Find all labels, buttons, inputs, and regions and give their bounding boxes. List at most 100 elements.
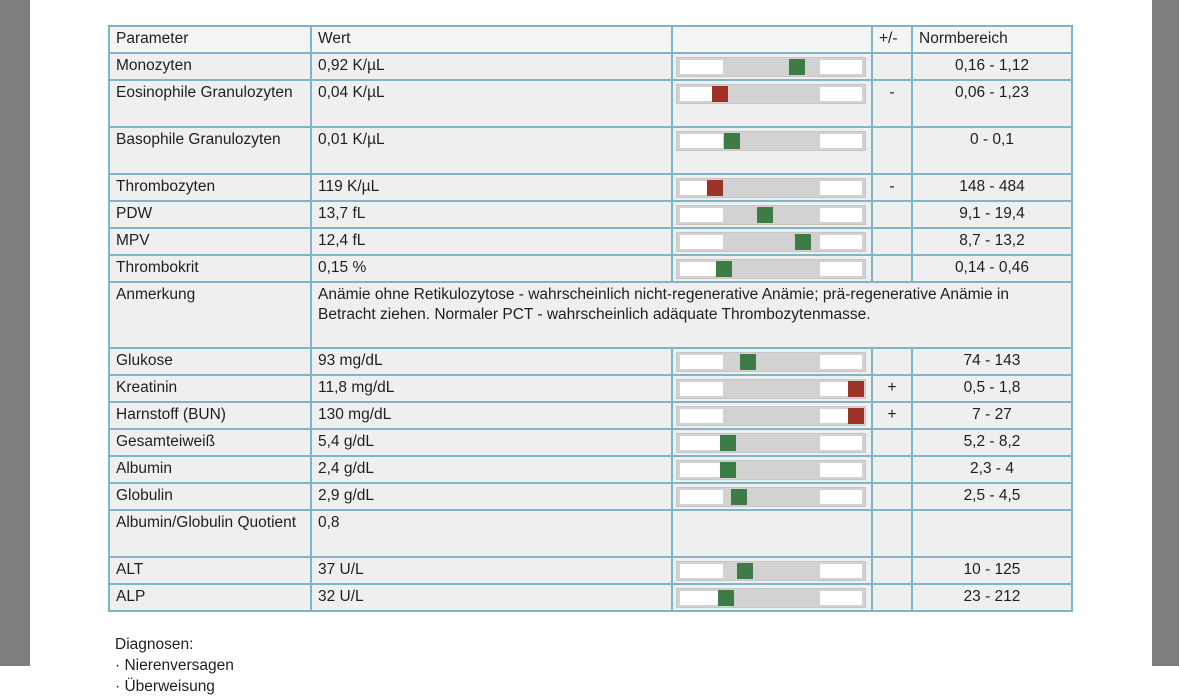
- below-range-zone: [680, 409, 723, 423]
- parameter-cell: ALP: [108, 583, 312, 612]
- note-cell: Anämie ohne Retikulozytose - wahrscheinl…: [310, 281, 1073, 349]
- table-row: Globulin 2,9 g/dL 2,5 - 4,5: [108, 482, 1073, 511]
- flag-cell: +: [871, 401, 913, 430]
- range-bar: [676, 205, 866, 225]
- above-range-zone: [820, 463, 862, 477]
- range-bar-cell: [671, 254, 873, 283]
- parameter-cell: Albumin/Globulin Quotient: [108, 509, 312, 558]
- below-range-zone: [680, 490, 723, 504]
- normal-range-cell: 9,1 - 19,4: [911, 200, 1073, 229]
- range-bar-cell: [671, 482, 873, 511]
- range-bar-cell: [671, 428, 873, 457]
- table-row: Harnstoff (BUN) 130 mg/dL +7 - 27: [108, 401, 1073, 430]
- column-header-flag: +/-: [871, 25, 913, 54]
- value-cell: 130 mg/dL: [310, 401, 673, 430]
- flag-cell: [871, 52, 913, 81]
- parameter-cell: Basophile Granulozyten: [108, 126, 312, 175]
- range-bar-cell: [671, 79, 873, 128]
- table-row: Thrombozyten 119 K/µL -148 - 484: [108, 173, 1073, 202]
- parameter-cell: Monozyten: [108, 52, 312, 81]
- flag-cell: +: [871, 374, 913, 403]
- below-range-zone: [680, 208, 723, 222]
- range-marker: [719, 435, 736, 451]
- value-cell: 93 mg/dL: [310, 347, 673, 376]
- table-row: Monozyten 0,92 K/µL 0,16 - 1,12: [108, 52, 1073, 81]
- normal-range-cell: 7 - 27: [911, 401, 1073, 430]
- below-range-zone: [680, 355, 723, 369]
- normal-range-cell: 148 - 484: [911, 173, 1073, 202]
- table-row: Albumin/Globulin Quotient 0,8: [108, 509, 1073, 558]
- normal-range-cell: 10 - 125: [911, 556, 1073, 585]
- normal-range-cell: 0,14 - 0,46: [911, 254, 1073, 283]
- range-bar: [676, 178, 866, 198]
- above-range-zone: [820, 490, 862, 504]
- value-cell: 0,15 %: [310, 254, 673, 283]
- normal-range-cell: 0 - 0,1: [911, 126, 1073, 175]
- range-bar: [676, 379, 866, 399]
- normal-range-cell: 0,16 - 1,12: [911, 52, 1073, 81]
- lab-results-table: Parameter Wert +/- Normbereich Monozyten…: [108, 25, 1073, 612]
- parameter-cell: Gesamteiweiß: [108, 428, 312, 457]
- normal-range-cell: 5,2 - 8,2: [911, 428, 1073, 457]
- range-marker: [706, 180, 723, 196]
- range-bar: [676, 588, 866, 608]
- table-row: MPV 12,4 fL 8,7 - 13,2: [108, 227, 1073, 256]
- value-cell: 12,4 fL: [310, 227, 673, 256]
- range-bar-cell: [671, 126, 873, 175]
- normal-range-cell: 2,5 - 4,5: [911, 482, 1073, 511]
- table-row: Anmerkung Anämie ohne Retikulozytose - wa…: [108, 281, 1073, 349]
- flag-cell: [871, 200, 913, 229]
- parameter-cell: Albumin: [108, 455, 312, 484]
- value-cell: 13,7 fL: [310, 200, 673, 229]
- parameter-cell: MPV: [108, 227, 312, 256]
- above-range-zone: [820, 181, 862, 195]
- flag-cell: [871, 347, 913, 376]
- above-range-zone: [820, 591, 862, 605]
- range-bar-cell: [671, 556, 873, 585]
- range-marker: [757, 207, 774, 223]
- below-range-zone: [680, 591, 723, 605]
- above-range-zone: [820, 262, 862, 276]
- column-header-normbereich: Normbereich: [911, 25, 1073, 54]
- diagnosis-item: · Überweisung: [115, 678, 215, 695]
- range-bar: [676, 433, 866, 453]
- range-bar-cell: [671, 347, 873, 376]
- flag-cell: [871, 126, 913, 175]
- range-bar-cell: [671, 455, 873, 484]
- parameter-cell: Kreatinin: [108, 374, 312, 403]
- lab-report-content: Parameter Wert +/- Normbereich Monozyten…: [108, 25, 1073, 697]
- parameter-cell: Thrombozyten: [108, 173, 312, 202]
- flag-cell: [871, 455, 913, 484]
- range-bar: [676, 131, 866, 151]
- range-bar: [676, 561, 866, 581]
- range-marker: [847, 408, 864, 424]
- flag-cell: [871, 227, 913, 256]
- table-row: Eosinophile Granulozyten 0,04 K/µL -0,06 -…: [108, 79, 1073, 128]
- window-edge-left: [0, 0, 30, 666]
- above-range-zone: [820, 235, 862, 249]
- above-range-zone: [820, 87, 862, 101]
- range-bar: [676, 352, 866, 372]
- table-header-row: Parameter Wert +/- Normbereich: [108, 25, 1073, 54]
- range-bar: [676, 259, 866, 279]
- flag-cell: [871, 556, 913, 585]
- normal-range-cell: 74 - 143: [911, 347, 1073, 376]
- value-cell: 0,92 K/µL: [310, 52, 673, 81]
- range-marker: [740, 354, 757, 370]
- above-range-zone: [820, 60, 862, 74]
- range-bar: [676, 232, 866, 252]
- normal-range-cell: [911, 509, 1073, 558]
- below-range-zone: [680, 564, 723, 578]
- normal-range-cell: 23 - 212: [911, 583, 1073, 612]
- flag-cell: [871, 254, 913, 283]
- parameter-cell: Thrombokrit: [108, 254, 312, 283]
- table-row: ALP 32 U/L 23 - 212: [108, 583, 1073, 612]
- value-cell: 119 K/µL: [310, 173, 673, 202]
- range-marker: [723, 133, 740, 149]
- table-row: ALT 37 U/L 10 - 125: [108, 556, 1073, 585]
- range-bar-cell: [671, 509, 873, 558]
- parameter-cell: Glukose: [108, 347, 312, 376]
- flag-cell: [871, 509, 913, 558]
- below-range-zone: [680, 60, 723, 74]
- range-bar: [676, 57, 866, 77]
